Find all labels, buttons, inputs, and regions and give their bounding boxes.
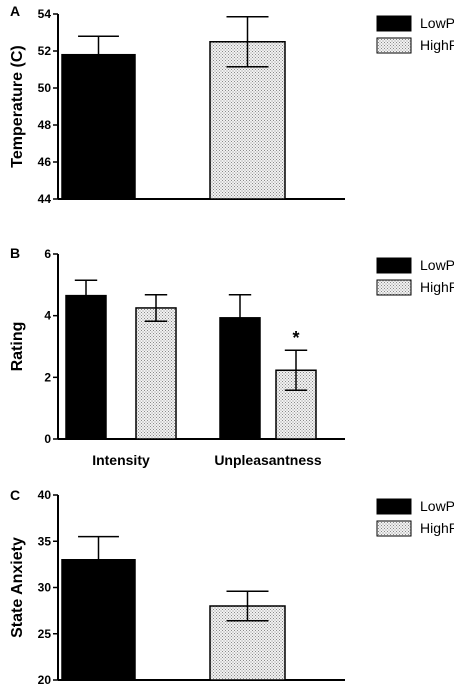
y-tick-label: 35 bbox=[38, 534, 52, 548]
y-tick-label: 40 bbox=[38, 488, 52, 502]
legend-label: LowP bbox=[420, 257, 454, 273]
legend-label: HighP bbox=[420, 279, 454, 295]
category-label: Intensity bbox=[92, 452, 150, 468]
legend-swatch-lowp bbox=[376, 15, 412, 32]
y-axis-label: Rating bbox=[9, 322, 26, 372]
category-label: Unpleasantness bbox=[214, 452, 322, 468]
bar-lowp bbox=[61, 559, 136, 681]
y-tick-label: 0 bbox=[44, 432, 51, 446]
bar-lowp bbox=[65, 294, 107, 440]
y-tick-label: 54 bbox=[38, 7, 52, 21]
legend-label: HighP bbox=[420, 37, 454, 53]
legend-swatch-highp bbox=[376, 520, 412, 537]
y-tick-label: 25 bbox=[38, 627, 52, 641]
legend-swatch-highp bbox=[376, 37, 412, 54]
legend-swatch-lowp bbox=[376, 257, 412, 274]
bar-highp bbox=[135, 307, 177, 440]
y-tick-label: 6 bbox=[44, 247, 51, 261]
y-tick-label: 46 bbox=[38, 155, 52, 169]
significance-marker: * bbox=[292, 328, 299, 348]
y-tick-label: 44 bbox=[38, 192, 52, 206]
legend-label: LowP bbox=[420, 15, 454, 31]
y-tick-label: 52 bbox=[38, 44, 52, 58]
y-tick-label: 20 bbox=[38, 673, 52, 687]
y-axis-label: State Anxiety bbox=[9, 537, 26, 638]
y-tick-label: 4 bbox=[44, 309, 51, 323]
legend-label: LowP bbox=[420, 498, 454, 514]
panel-label: B bbox=[10, 245, 20, 261]
legend-label: HighP bbox=[420, 520, 454, 536]
y-axis-label: Temperature (C) bbox=[9, 45, 26, 167]
bar-lowp bbox=[219, 317, 261, 440]
y-tick-label: 48 bbox=[38, 118, 52, 132]
y-tick-label: 2 bbox=[44, 370, 51, 384]
panel-label: A bbox=[10, 3, 20, 19]
panel-label: C bbox=[10, 487, 20, 503]
legend-swatch-lowp bbox=[376, 498, 412, 515]
bar-lowp bbox=[61, 53, 136, 200]
legend-swatch-highp bbox=[376, 279, 412, 296]
y-tick-label: 30 bbox=[38, 581, 52, 595]
y-tick-label: 50 bbox=[38, 81, 52, 95]
